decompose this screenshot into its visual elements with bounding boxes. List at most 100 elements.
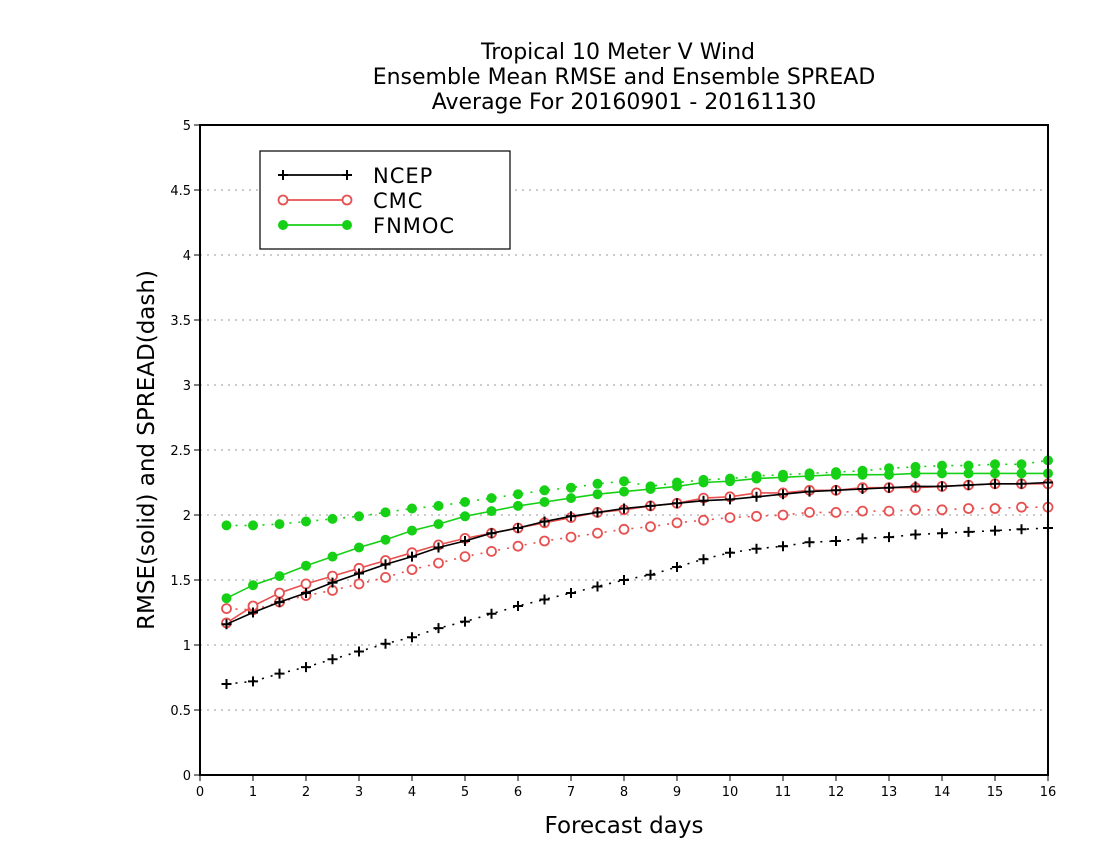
series-cmc-spread-point xyxy=(353,578,365,590)
series-fnmoc-rmse-point xyxy=(884,469,894,480)
series-fnmoc-spread-point xyxy=(592,478,603,489)
series-ncep-rmse-point xyxy=(592,507,603,518)
series-fnmoc-rmse-point xyxy=(380,534,391,545)
series-ncep-spread-point xyxy=(1016,524,1027,535)
x-tick-label: 9 xyxy=(673,785,681,800)
x-tick-label: 5 xyxy=(461,785,469,800)
y-tick-label: 1 xyxy=(183,639,191,654)
series-fnmoc-rmse-point xyxy=(910,468,921,479)
legend-cmc-marker-start xyxy=(277,194,289,206)
legend-cmc-marker-end xyxy=(341,194,353,206)
legend-ncep-marker-start xyxy=(278,170,288,180)
series-ncep-spread-point xyxy=(539,594,550,605)
series-fnmoc-spread-point xyxy=(1016,459,1027,470)
x-tick-label: 1 xyxy=(249,785,257,800)
series-ncep-spread-point xyxy=(831,536,841,546)
series-ncep-rmse-point xyxy=(221,619,232,630)
series-ncep-rmse-point xyxy=(778,489,788,500)
series-fnmoc-rmse-point xyxy=(1016,468,1027,479)
series-ncep-rmse-point xyxy=(884,482,894,493)
series-ncep-spread-point xyxy=(486,608,497,619)
series-cmc-spread-point xyxy=(539,535,550,547)
series-ncep-rmse-point xyxy=(354,568,364,579)
x-tick-label: 10 xyxy=(722,785,739,800)
series-ncep-spread-point xyxy=(751,543,762,554)
y-tick-label: 3.5 xyxy=(170,314,191,329)
series-ncep-spread-point xyxy=(698,554,709,565)
series-fnmoc-rmse-point xyxy=(592,489,603,500)
grid-lines xyxy=(200,189,1048,711)
y-tick-label: 2 xyxy=(183,509,191,524)
chart-title-line-2: Ensemble Mean RMSE and Ensemble SPREAD xyxy=(373,65,876,90)
series-ncep-rmse-point xyxy=(725,494,735,505)
x-tick-label: 13 xyxy=(881,785,898,800)
series-ncep-spread-point xyxy=(513,601,523,611)
series-ncep-rmse-point xyxy=(513,523,523,533)
series-ncep-rmse-point xyxy=(407,551,417,562)
series-ncep-rmse-point xyxy=(248,607,258,618)
series-fnmoc-spread-point xyxy=(566,482,576,493)
series-ncep-rmse-point xyxy=(698,495,709,506)
series-ncep xyxy=(221,477,1053,689)
chart-title-line-1: Tropical 10 Meter V Wind xyxy=(480,40,755,65)
series-fnmoc-rmse-point xyxy=(539,497,550,507)
series-ncep-spread-point xyxy=(274,668,285,679)
series-fnmoc-spread-point xyxy=(407,503,417,514)
series-fnmoc-rmse-point xyxy=(751,473,762,484)
series-ncep-spread-point xyxy=(963,526,974,537)
series-ncep-rmse-point xyxy=(433,542,444,553)
series-ncep-rmse-point xyxy=(274,597,285,608)
series-cmc-spread-point xyxy=(592,527,603,539)
series-cmc-spread-point xyxy=(963,503,974,514)
series-ncep-spread-point xyxy=(592,581,603,592)
series-ncep-rmse-point xyxy=(380,559,391,570)
chart-title-line-3: Average For 20160901 - 20161130 xyxy=(432,90,817,115)
series-ncep-spread-point xyxy=(354,646,364,657)
y-axis-ticks: 0 0.5 1 1.5 2 2.5 3 3.5 4 4.5 5 xyxy=(170,119,200,784)
legend-ncep-label: NCEP xyxy=(373,164,433,188)
series-ncep-rmse-point xyxy=(645,500,656,511)
legend-fnmoc-marker-start xyxy=(278,220,288,230)
series-ncep-spread-point xyxy=(619,575,629,585)
series-ncep-rmse-point xyxy=(963,480,974,491)
x-tick-label: 12 xyxy=(828,785,845,800)
series-cmc-spread-point xyxy=(804,507,815,518)
x-tick-label: 2 xyxy=(302,785,310,800)
legend-ncep-marker-end xyxy=(342,170,352,180)
series-fnmoc-rmse-point xyxy=(513,500,523,511)
series-fnmoc-spread-point xyxy=(539,485,550,496)
series-cmc-spread-point xyxy=(857,505,868,517)
series-fnmoc-rmse-point xyxy=(857,469,868,480)
series-fnmoc-rmse-point xyxy=(804,471,815,481)
series-cmc-spread-point xyxy=(406,564,418,575)
series-fnmoc-spread-point xyxy=(301,516,311,527)
series-ncep-rmse-point xyxy=(831,485,841,496)
series-ncep-spread-point xyxy=(248,676,258,687)
series-fnmoc-rmse-point xyxy=(619,486,629,497)
series-fnmoc-rmse-point xyxy=(274,571,285,582)
series-ncep-rmse-point xyxy=(301,588,311,598)
series-fnmoc-rmse-point xyxy=(221,593,232,604)
series-cmc xyxy=(221,478,1054,629)
x-tick-label: 14 xyxy=(934,785,951,800)
series-cmc-spread-point xyxy=(724,512,736,523)
y-tick-label: 2.5 xyxy=(170,444,191,459)
series-fnmoc-rmse-point xyxy=(248,580,258,591)
x-tick-label: 11 xyxy=(775,785,792,800)
series-fnmoc-rmse-line xyxy=(226,472,1048,599)
legend-cmc-label: CMC xyxy=(373,189,423,213)
series-ncep-spread-point xyxy=(380,638,391,649)
series-cmc-spread-point xyxy=(830,507,842,518)
series-cmc-spread-point xyxy=(751,510,762,522)
series-ncep-spread-point xyxy=(566,588,576,598)
series-ncep-spread-point xyxy=(327,654,338,665)
series-cmc-spread-point xyxy=(936,504,948,516)
series-fnmoc-spread-point xyxy=(513,489,523,500)
series-fnmoc-rmse-point xyxy=(937,468,947,479)
series-fnmoc-spread-line xyxy=(226,459,1049,527)
series-ncep-spread-point xyxy=(221,679,232,689)
series-ncep-spread-point xyxy=(725,547,735,558)
series-fnmoc-spread-point xyxy=(619,476,629,487)
series-fnmoc-rmse-point xyxy=(990,468,1000,479)
